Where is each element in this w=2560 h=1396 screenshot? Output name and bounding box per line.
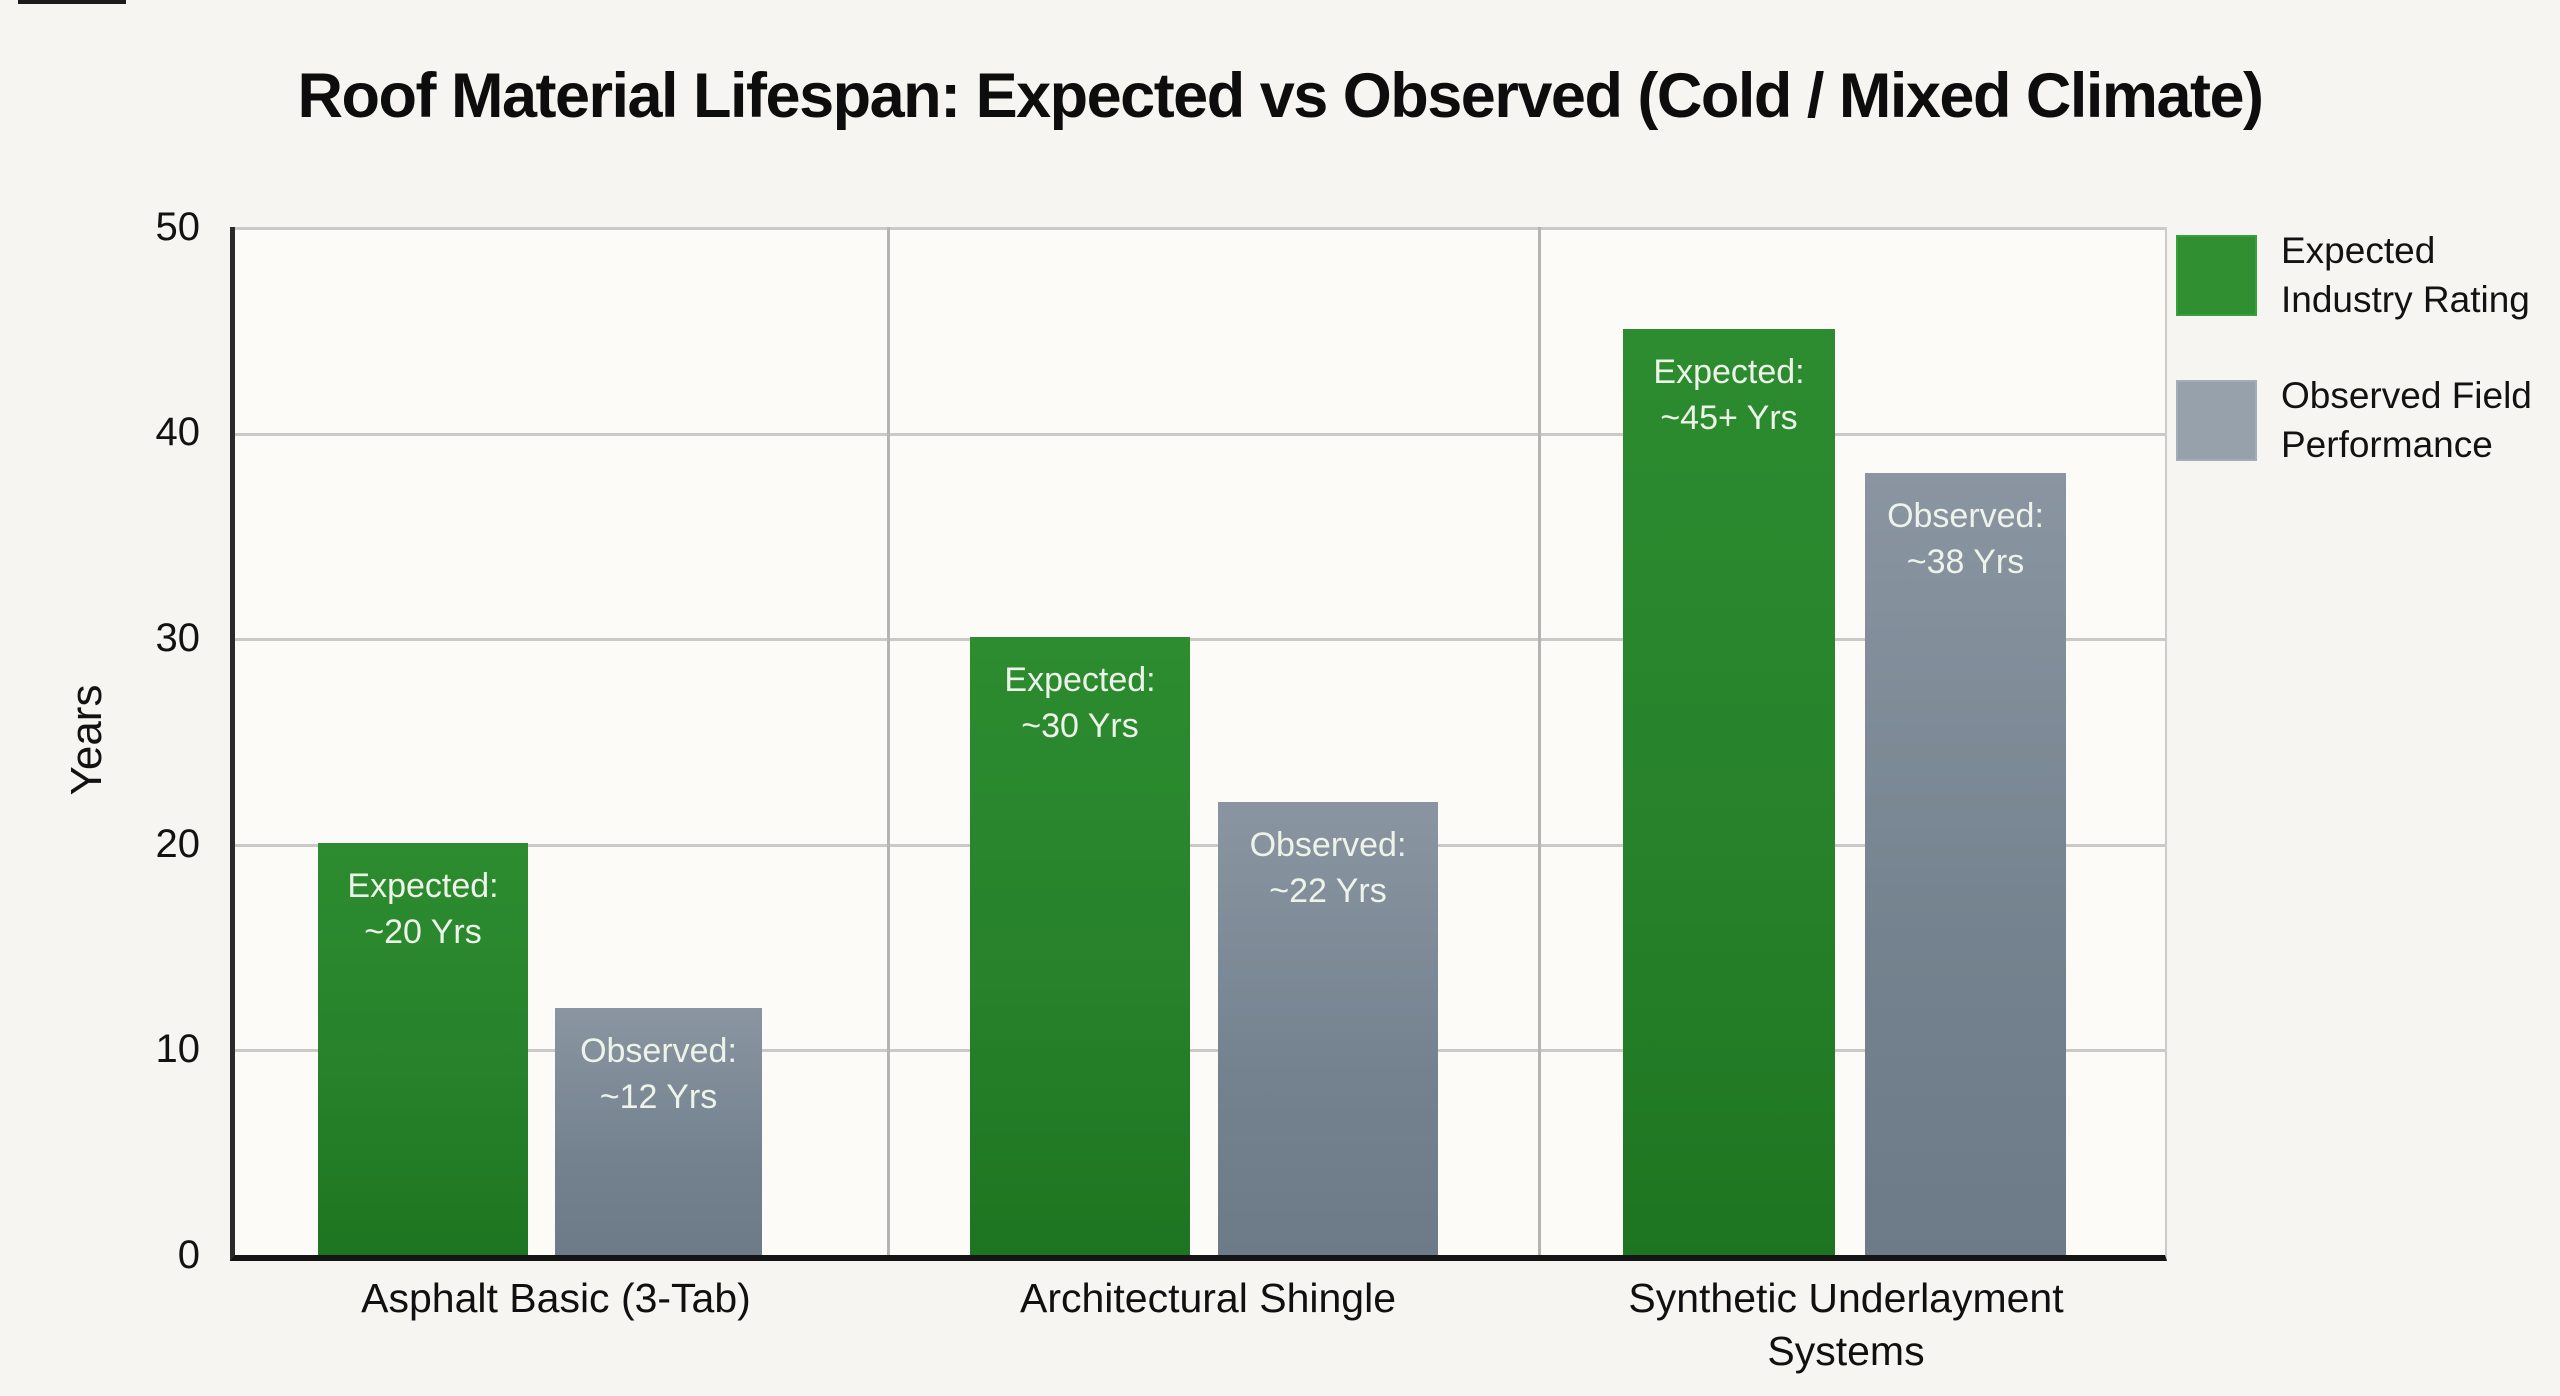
- bar-label: Expected: ~20 Yrs: [347, 867, 499, 951]
- bar-label: Expected: ~45+ Yrs: [1653, 353, 1805, 437]
- gridline-10: [235, 1049, 2165, 1052]
- chart-title: Roof Material Lifespan: Expected vs Obse…: [297, 61, 2264, 131]
- y-axis-label: Years: [62, 684, 111, 796]
- y-tick-30: 30: [155, 616, 201, 660]
- gridline-30: [235, 638, 2165, 641]
- bar-label: Observed: ~12 Yrs: [580, 1032, 737, 1116]
- legend-item-expected: Expected Industry Rating: [2176, 226, 2532, 324]
- bar-expected-synthetic-underlayment: Expected: ~45+ Yrs: [1623, 329, 1835, 1255]
- legend-label-expected: Expected Industry Rating: [2281, 230, 2530, 320]
- category-label-synthetic-underlayment: Synthetic Underlayment Systems: [1628, 1275, 2064, 1374]
- bar-observed-synthetic-underlayment: Observed: ~38 Yrs: [1865, 473, 2066, 1255]
- category-label-architectural-shingle: Architectural Shingle: [1019, 1275, 1397, 1321]
- bar-observed-asphalt-basic: Observed: ~12 Yrs: [555, 1008, 762, 1255]
- bar-observed-architectural-shingle: Observed: ~22 Yrs: [1218, 802, 1438, 1255]
- y-tick-50: 50: [155, 205, 201, 249]
- gridline-50: [235, 227, 2165, 230]
- gridline-20: [235, 844, 2165, 847]
- y-tick-10: 10: [155, 1027, 201, 1071]
- legend-swatch-observed: [2176, 379, 2257, 461]
- bar-label: Expected: ~30 Yrs: [1004, 661, 1156, 745]
- category-label-asphalt-basic: Asphalt Basic (3-Tab): [361, 1275, 751, 1321]
- category-divider-1: [887, 227, 890, 1255]
- plot-area: Expected: ~20 Yrs Observed: ~12 Yrs Expe…: [230, 227, 2167, 1261]
- bar-expected-architectural-shingle: Expected: ~30 Yrs: [970, 637, 1190, 1255]
- bar-expected-asphalt-basic: Expected: ~20 Yrs: [318, 843, 528, 1255]
- y-tick-20: 20: [155, 822, 201, 866]
- legend: Expected Industry Rating Observed Field …: [2176, 226, 2532, 469]
- bar-label: Observed: ~38 Yrs: [1887, 497, 2044, 581]
- edge-artifact: [18, 0, 126, 4]
- legend-swatch-expected: [2176, 234, 2257, 316]
- bar-label: Observed: ~22 Yrs: [1249, 826, 1407, 910]
- category-divider-2: [1538, 227, 1541, 1255]
- y-tick-40: 40: [155, 410, 201, 454]
- y-tick-0: 0: [177, 1233, 200, 1277]
- legend-item-observed: Observed Field Performance: [2176, 371, 2532, 469]
- legend-label-observed: Observed Field Performance: [2281, 375, 2532, 465]
- gridline-40: [235, 433, 2165, 436]
